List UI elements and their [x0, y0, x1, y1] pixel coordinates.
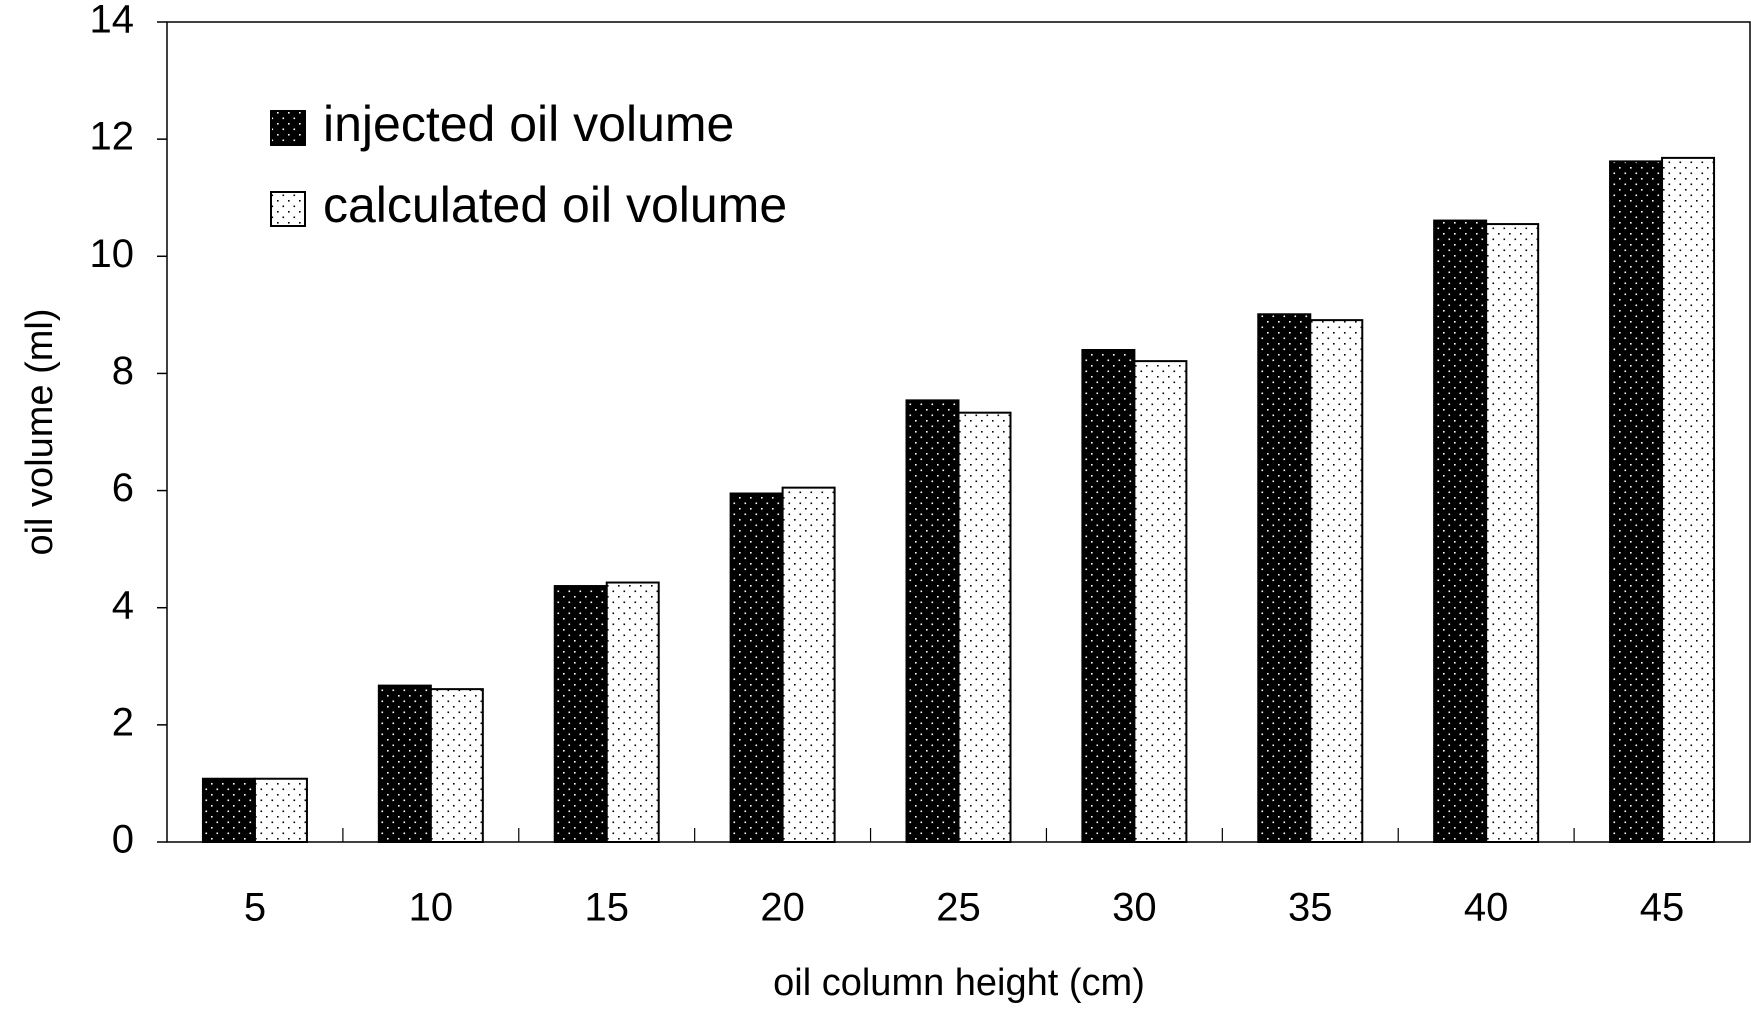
- x-tick-label: 40: [1464, 886, 1509, 930]
- x-tick-label: 15: [584, 886, 629, 930]
- bar: [377, 684, 432, 843]
- bar: [957, 411, 1012, 843]
- bar: [253, 777, 308, 843]
- x-tick-label: 45: [1640, 886, 1685, 930]
- y-tick-label: 8: [112, 349, 134, 393]
- y-tick-label: 14: [90, 0, 135, 42]
- bar: [1257, 313, 1312, 843]
- bar: [781, 486, 836, 843]
- y-tick-label: 6: [112, 466, 134, 510]
- legend-swatch: [270, 110, 306, 146]
- x-axis-title: oil column height (cm): [773, 962, 1145, 1004]
- bar: [1081, 349, 1136, 843]
- x-tick-label: 20: [760, 886, 805, 930]
- bar: [1485, 223, 1540, 844]
- y-tick-label: 10: [90, 232, 135, 276]
- x-tick-label: 35: [1288, 886, 1333, 930]
- bar: [1433, 219, 1488, 844]
- x-tick-label: 5: [244, 886, 266, 930]
- y-tick-label: 0: [112, 818, 134, 862]
- bar: [1661, 156, 1716, 843]
- bar: [605, 581, 660, 843]
- legend-label: injected oil volume: [323, 96, 734, 152]
- bar: [429, 688, 484, 844]
- bar: [201, 777, 256, 843]
- bar: [729, 492, 784, 843]
- y-tick-label: 12: [90, 115, 135, 159]
- legend-swatch: [270, 191, 306, 227]
- x-tick-label: 25: [936, 886, 981, 930]
- y-tick-label: 4: [112, 583, 134, 627]
- bar: [1609, 160, 1664, 843]
- bar: [553, 585, 608, 843]
- bar: [1133, 360, 1188, 843]
- y-tick-label: 2: [112, 700, 134, 744]
- legend-label: calculated oil volume: [323, 177, 787, 233]
- bar: [1309, 319, 1364, 843]
- y-axis-title: oil volume (ml): [19, 308, 61, 555]
- bar: [905, 399, 960, 843]
- x-tick-label: 30: [1112, 886, 1157, 930]
- x-tick-label: 10: [409, 886, 454, 930]
